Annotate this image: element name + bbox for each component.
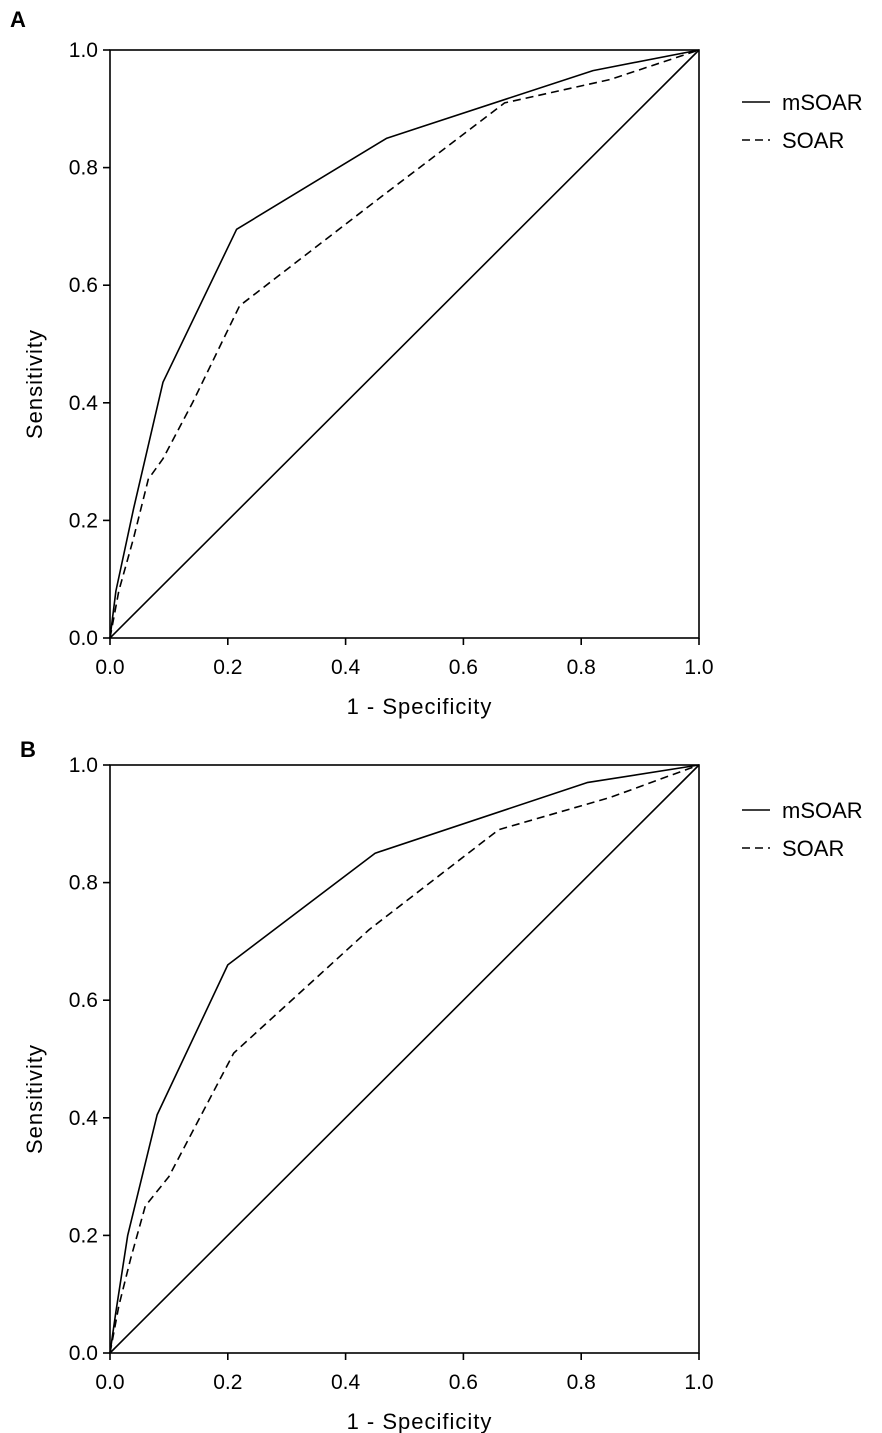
- y-tick-label: 0.4: [69, 392, 99, 415]
- panel-label: A: [10, 7, 26, 32]
- y-tick-label: 0.6: [69, 989, 98, 1012]
- reference-diagonal-line: [109, 49, 700, 639]
- plot-frame: [109, 764, 700, 1354]
- x-tick-label: 0.6: [449, 656, 478, 679]
- x-tick-label: 1.0: [684, 1371, 713, 1394]
- chart-panel-a: A 0.0 0.2 0.4 0.6 0.8 1.0 0.0 0.2 0.4 0.6 0.8 1.0 1 -…: [10, 7, 863, 719]
- reference-diagonal-line: [109, 764, 700, 1354]
- x-tick-label: 0.2: [213, 1371, 242, 1394]
- y-axis-label: Sensitivity: [22, 329, 47, 439]
- x-tick-label: 0.6: [449, 1371, 478, 1394]
- legend-label-soar: SOAR: [782, 128, 844, 153]
- series-line-msoar: [109, 49, 700, 639]
- plot-frame: [109, 49, 700, 639]
- x-tick-label: 0.8: [567, 656, 596, 679]
- panel-label: B: [20, 737, 36, 762]
- chart-panel-b: B 0.0 0.2 0.4 0.6 0.8 1.0 0.0 0.2 0.4 0.6 0.8 1.0 1 -…: [20, 737, 863, 1433]
- x-tick-label: 0.8: [567, 1371, 596, 1394]
- y-tick-label: 0.0: [69, 627, 98, 650]
- x-tick-label: 0.4: [331, 1371, 361, 1394]
- y-tick-label: 1.0: [69, 39, 98, 62]
- series-line-soar: [109, 764, 700, 1354]
- x-axis-label: 1 - Specificity: [347, 694, 493, 719]
- series-line-soar: [109, 49, 700, 639]
- y-tick-label: 0.2: [69, 509, 98, 532]
- legend-label-msoar: mSOAR: [782, 798, 863, 823]
- x-axis-label: 1 - Specificity: [347, 1409, 493, 1433]
- y-tick-label: 0.6: [69, 274, 98, 297]
- legend-label-soar: SOAR: [782, 836, 844, 861]
- x-tick-label: 0.0: [95, 1371, 124, 1394]
- x-tick-label: 1.0: [684, 656, 713, 679]
- x-tick-label: 0.4: [331, 656, 361, 679]
- y-tick-label: 0.4: [69, 1107, 99, 1130]
- legend-label-msoar: mSOAR: [782, 90, 863, 115]
- y-tick-label: 0.0: [69, 1342, 98, 1365]
- x-tick-label: 0.2: [213, 656, 242, 679]
- y-tick-label: 0.8: [69, 157, 98, 180]
- y-tick-label: 0.8: [69, 872, 98, 895]
- y-axis-label: Sensitivity: [22, 1044, 47, 1154]
- y-tick-label: 1.0: [69, 754, 98, 777]
- y-tick-label: 0.2: [69, 1224, 98, 1247]
- x-tick-label: 0.0: [95, 656, 124, 679]
- series-line-msoar: [109, 764, 700, 1354]
